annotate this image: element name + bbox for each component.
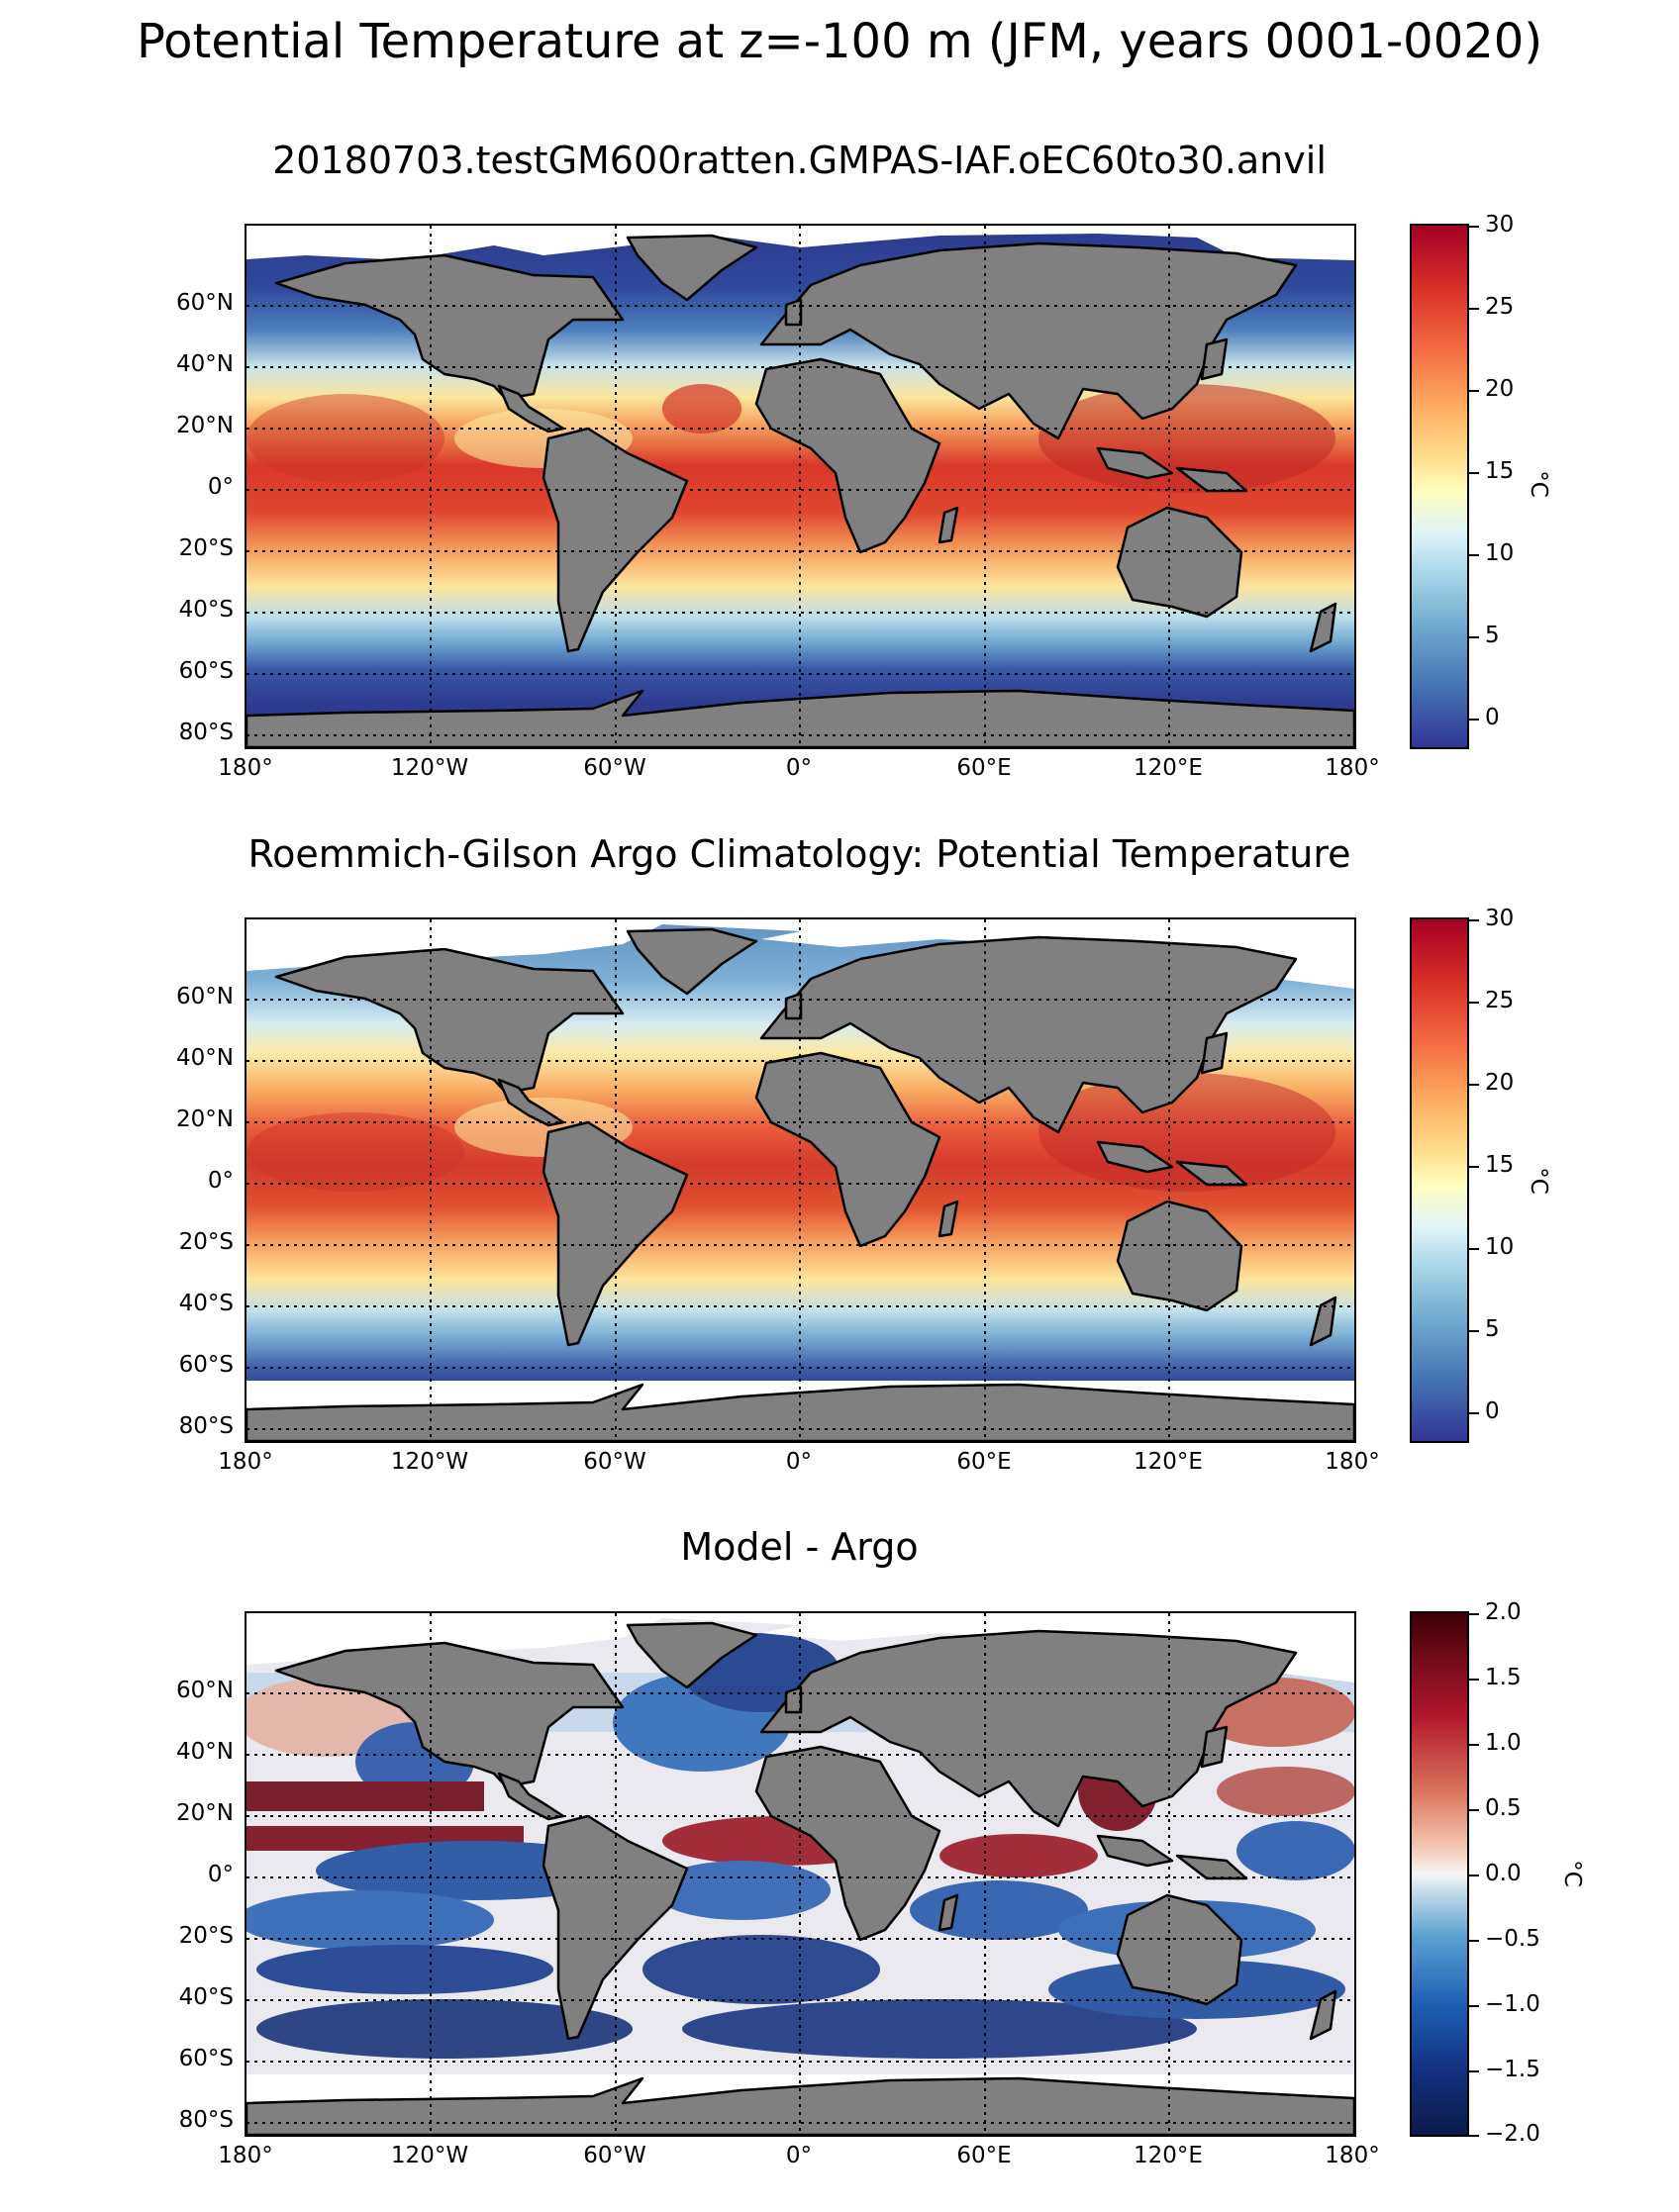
- cb2-tick: 20: [1485, 1070, 1515, 1096]
- cb3-tick: −2.0: [1485, 2121, 1540, 2147]
- lon-label-120e: 120°E: [1134, 2143, 1203, 2168]
- lat-label-60s: 60°S: [178, 1352, 234, 1378]
- lat-label-60n: 60°N: [176, 1678, 234, 1703]
- lat-label-60n: 60°N: [176, 290, 234, 316]
- panel-1-map-svg: [247, 226, 1354, 747]
- lat-label-80s: 80°S: [178, 720, 234, 745]
- lon-label-180e: 180°: [1325, 2143, 1380, 2168]
- lat-label-20s: 20°S: [178, 1923, 234, 1949]
- cb2-tick: 0: [1485, 1398, 1500, 1424]
- panel-3-title: Model - Argo: [680, 1525, 919, 1569]
- cb1-tick: 0: [1485, 705, 1500, 730]
- cb1-tick: 20: [1485, 376, 1515, 402]
- lon-label-60e: 60°E: [956, 755, 1012, 781]
- cb2-tick: 10: [1485, 1234, 1515, 1260]
- lat-label-0: 0°: [207, 1862, 234, 1887]
- lon-label-0: 0°: [785, 1449, 813, 1475]
- cb2-tick: 25: [1485, 988, 1515, 1013]
- lat-label-0: 0°: [207, 1168, 234, 1194]
- cb3-tick: 0.5: [1485, 1795, 1522, 1821]
- cb3-tick: 0.0: [1485, 1861, 1522, 1886]
- cb3-tick: −1.5: [1485, 2057, 1540, 2082]
- cb3-tick: 2.0: [1485, 1599, 1522, 1625]
- lon-label-0: 0°: [785, 2143, 813, 2168]
- lat-label-60s: 60°S: [178, 2046, 234, 2071]
- lat-label-40n: 40°N: [176, 351, 234, 377]
- lon-label-60e: 60°E: [956, 1449, 1012, 1475]
- cb1-unit-label: °C: [1525, 470, 1551, 498]
- figure-title: Potential Temperature at z=-100 m (JFM, …: [136, 14, 1543, 69]
- lat-label-20s: 20°S: [178, 1229, 234, 1255]
- cb3-tick: −0.5: [1485, 1926, 1540, 1952]
- lat-label-40s: 40°S: [178, 597, 234, 623]
- panel-2-title: Roemmich-Gilson Argo Climatology: Potent…: [247, 832, 1351, 876]
- cb2-tick: 15: [1485, 1152, 1515, 1178]
- cb3-tick: 1.5: [1485, 1665, 1522, 1690]
- lon-label-60e: 60°E: [956, 2143, 1012, 2168]
- cb1-tick: 25: [1485, 294, 1515, 320]
- lat-label-20n: 20°N: [176, 1800, 234, 1826]
- cb3-unit-label: °C: [1558, 1860, 1585, 1887]
- lat-label-0: 0°: [207, 474, 234, 500]
- panel-2-map-svg: [247, 919, 1354, 1441]
- lon-label-180e: 180°: [1325, 1449, 1380, 1475]
- lon-label-180w: 180°: [218, 755, 273, 781]
- cb1-tick: 30: [1485, 212, 1515, 238]
- lat-label-80s: 80°S: [178, 2107, 234, 2133]
- lat-label-60n: 60°N: [176, 984, 234, 1010]
- cb3-tick: 1.0: [1485, 1730, 1522, 1756]
- lat-label-60s: 60°S: [178, 658, 234, 684]
- lon-label-180w: 180°: [218, 1449, 273, 1475]
- cb2-unit-label: °C: [1525, 1167, 1551, 1195]
- panel-2-map: [245, 917, 1356, 1443]
- lon-label-120e: 120°E: [1134, 755, 1203, 781]
- lon-label-60w: 60°W: [583, 2143, 646, 2168]
- cb3-tick: −1.0: [1485, 1991, 1540, 2017]
- lon-label-120w: 120°W: [390, 755, 469, 781]
- panel-2-colorbar: [1410, 917, 1469, 1443]
- panel-3-colorbar: [1410, 1611, 1469, 2137]
- cb1-tick: 15: [1485, 458, 1515, 484]
- lon-label-180w: 180°: [218, 2143, 273, 2168]
- cb1-tick: 10: [1485, 540, 1515, 566]
- lat-label-80s: 80°S: [178, 1413, 234, 1439]
- lon-label-120e: 120°E: [1134, 1449, 1203, 1475]
- lat-label-20n: 20°N: [176, 413, 234, 438]
- cb2-tick: 30: [1485, 906, 1515, 931]
- lon-label-60w: 60°W: [583, 1449, 646, 1475]
- lon-label-0: 0°: [785, 755, 813, 781]
- lon-label-180e: 180°: [1325, 755, 1380, 781]
- lat-label-20s: 20°S: [178, 535, 234, 561]
- cb2-tick: 5: [1485, 1316, 1500, 1342]
- panel-3-map-svg: [247, 1613, 1354, 2135]
- lon-label-120w: 120°W: [390, 2143, 469, 2168]
- panel-1-colorbar: [1410, 224, 1469, 749]
- panel-3-map: [245, 1611, 1356, 2137]
- lat-label-40n: 40°N: [176, 1739, 234, 1765]
- lon-label-120w: 120°W: [390, 1449, 469, 1475]
- lat-label-40n: 40°N: [176, 1045, 234, 1071]
- panel-1-map: [245, 224, 1356, 749]
- cb1-tick: 5: [1485, 623, 1500, 648]
- lat-label-40s: 40°S: [178, 1984, 234, 2010]
- panel-1-title: 20180703.testGM600ratten.GMPAS-IAF.oEC60…: [272, 139, 1327, 182]
- lat-label-20n: 20°N: [176, 1106, 234, 1132]
- lon-label-60w: 60°W: [583, 755, 646, 781]
- lat-label-40s: 40°S: [178, 1291, 234, 1316]
